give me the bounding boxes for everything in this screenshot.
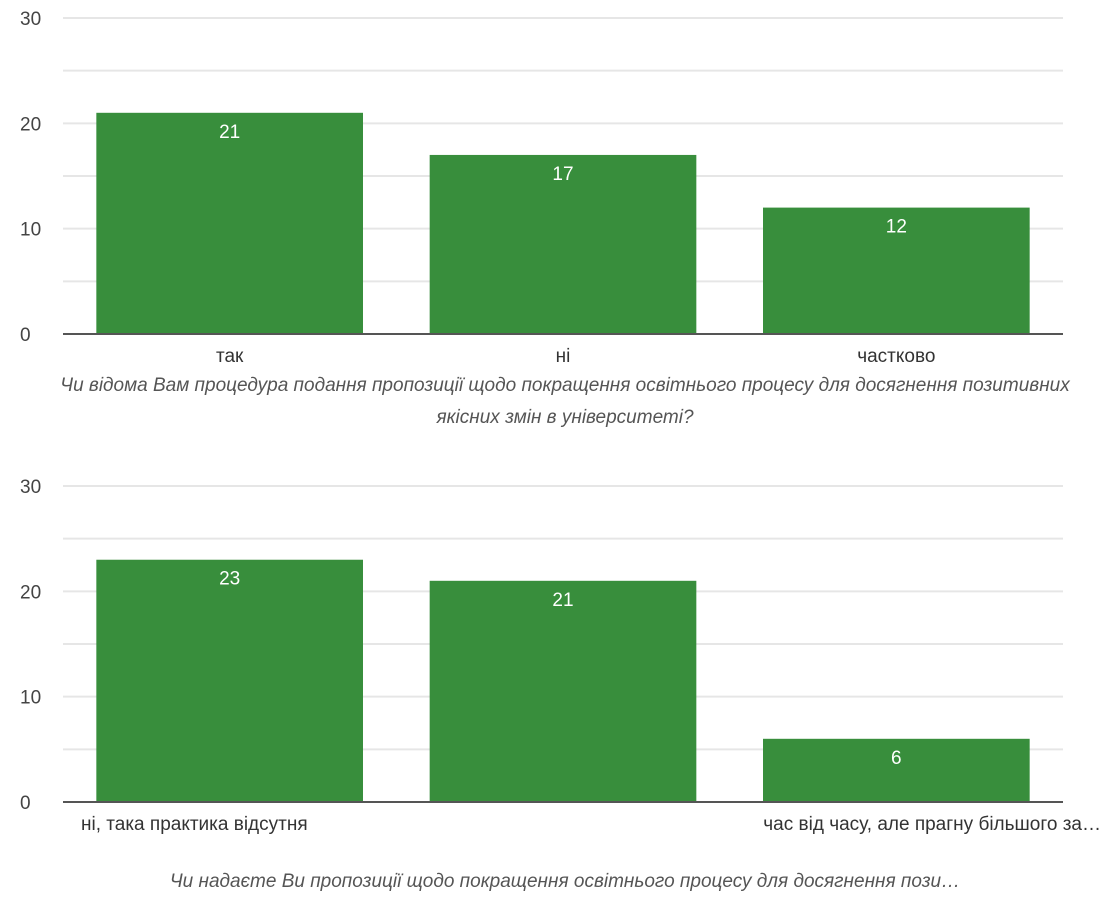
bar [429,154,697,334]
chart-title: Чи відома Вам процедура подання пропозиц… [60,375,1070,428]
bar [763,207,1030,334]
chart-title: Чи надаєте Ви пропозиції щодо покращення… [169,871,961,892]
y-tick-label: 0 [20,793,31,814]
y-tick-label: 30 [20,477,41,498]
data-label: 21 [552,590,573,611]
bar [429,580,697,802]
bar [96,112,363,334]
x-tick-label: ні, така практика відсутня [81,814,308,835]
x-tick-label: частково [857,346,935,367]
data-label: 12 [886,217,907,238]
data-label: 6 [891,748,902,769]
data-label: 21 [219,122,240,143]
x-tick-label: час від часу, але прагну більшого за… [763,814,1101,835]
y-tick-label: 30 [20,9,41,30]
y-tick-label: 20 [20,582,41,603]
bar [763,738,1030,802]
y-tick-label: 0 [20,325,31,346]
y-tick-label: 20 [20,114,41,135]
data-label: 23 [219,569,240,590]
y-tick-label: 10 [20,688,41,709]
chart-plot: 0 10 20 30 21 17 12 так ні частково [20,9,1063,367]
data-label: 17 [552,164,573,185]
bar [96,559,363,802]
x-tick-label: так [216,346,244,367]
chart-procedure-awareness: 0 10 20 30 21 17 12 так ні частково Чи відома Вам… [0,0,1113,440]
y-tick-label: 10 [20,220,41,241]
x-tick-label: ні [556,346,571,367]
